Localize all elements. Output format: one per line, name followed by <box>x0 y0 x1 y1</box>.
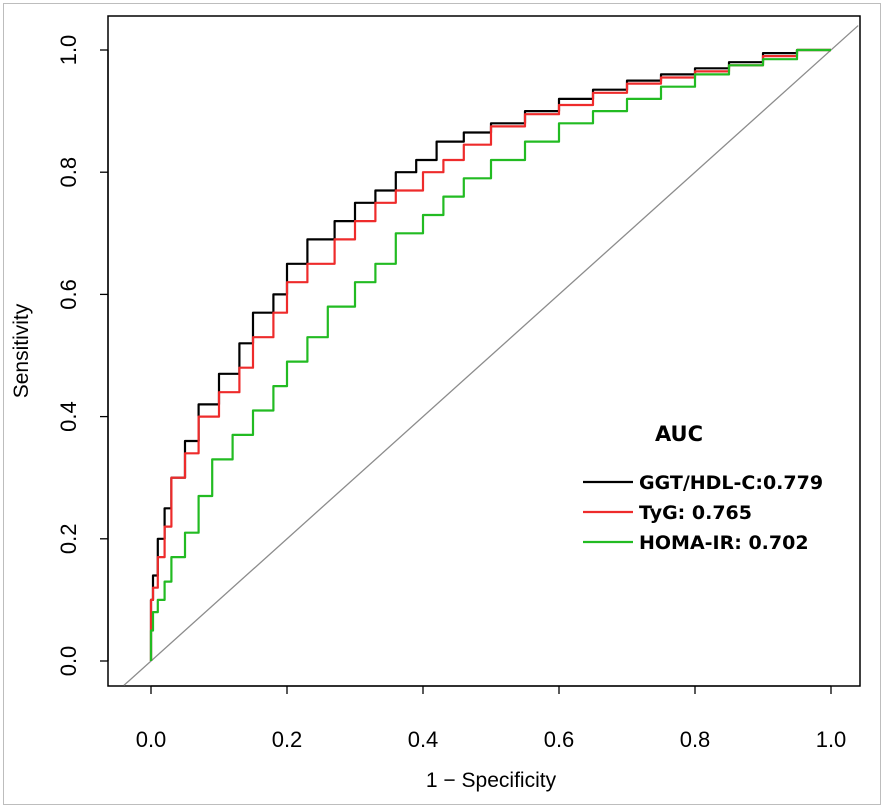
y-tick-label: 1.0 <box>56 35 81 66</box>
x-axis-title: 1 − Specificity <box>426 769 557 792</box>
x-tick-label: 0.0 <box>136 727 167 752</box>
series-layer <box>149 48 831 661</box>
y-tick-label: 0.2 <box>56 524 81 555</box>
reference-line-layer <box>123 25 859 686</box>
legend-label-1: GGT/HDL-C:0.779 <box>639 472 823 494</box>
y-tick-label: 0.0 <box>56 646 81 677</box>
x-tick-label: 1.0 <box>816 727 847 752</box>
legend-label-2: TyG: 0.765 <box>639 502 752 524</box>
y-axis: 0.0 0.2 0.4 0.6 0.8 1.0 <box>56 35 109 677</box>
legend: AUC GGT/HDL-C:0.779 TyG: 0.765 HOMA-IR: 0.… <box>583 422 823 554</box>
x-axis: 0.0 0.2 0.4 0.6 0.8 1.0 <box>136 685 847 752</box>
reference-diagonal-line <box>123 25 859 686</box>
plot-area-border <box>107 15 861 687</box>
x-tick-label: 0.8 <box>680 727 711 752</box>
legend-label-3: HOMA-IR: 0.702 <box>639 532 809 554</box>
x-tick-label: 0.4 <box>408 727 439 752</box>
y-axis-title: Sensitivity <box>10 303 33 398</box>
x-tick-label: 0.2 <box>272 727 303 752</box>
series-line-3 <box>149 48 831 661</box>
y-tick-label: 0.4 <box>56 401 81 432</box>
x-tick-label: 0.6 <box>544 727 575 752</box>
series-line-2 <box>149 48 831 661</box>
legend-title: AUC <box>655 422 703 446</box>
y-tick-label: 0.8 <box>56 157 81 188</box>
y-tick-label: 0.6 <box>56 279 81 310</box>
